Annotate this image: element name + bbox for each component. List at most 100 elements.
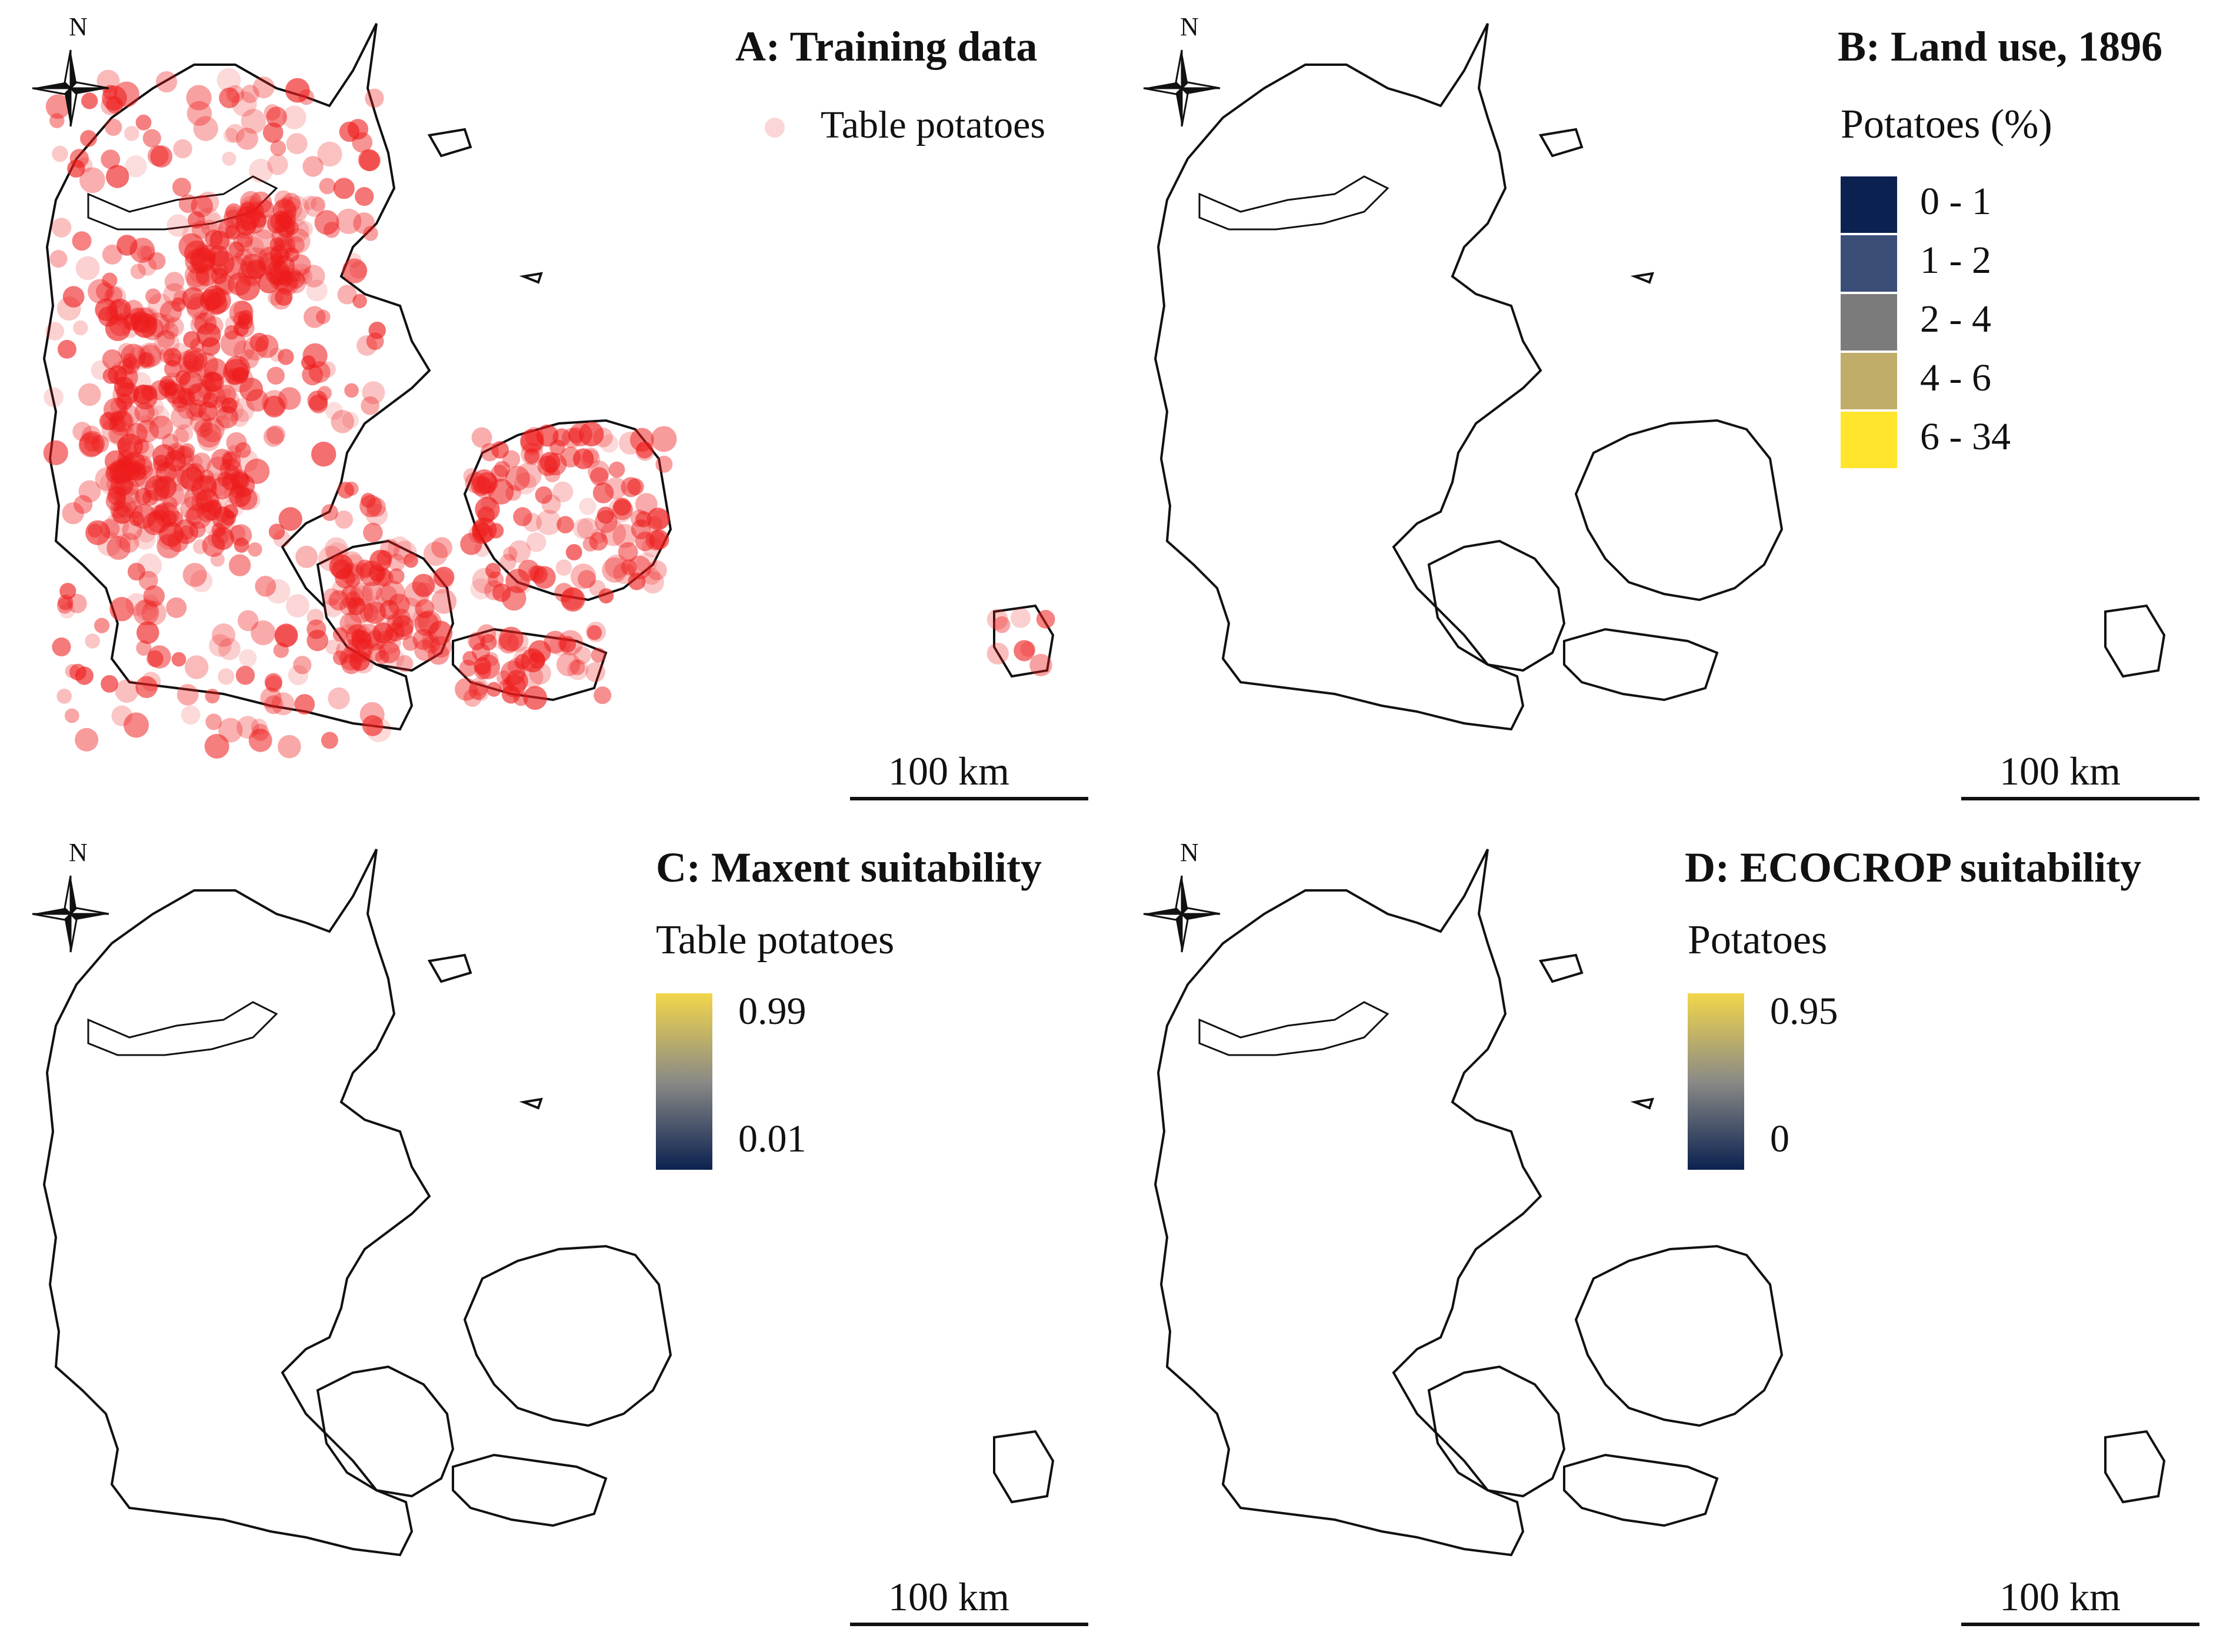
training-point (195, 264, 218, 286)
training-point (635, 531, 655, 552)
training-point (128, 462, 146, 481)
training-point (236, 128, 258, 150)
training-point (62, 502, 84, 525)
training-point (396, 597, 422, 623)
training-point (480, 633, 497, 651)
training-point (469, 635, 485, 651)
training-point (505, 670, 528, 693)
training-point (240, 253, 266, 280)
training-point (391, 615, 414, 638)
training-point (235, 666, 255, 685)
legend-label-6-34: 6 - 34 (1920, 415, 2011, 458)
training-point (328, 590, 349, 610)
training-point (332, 580, 348, 596)
training-point (45, 322, 65, 341)
north-label-a: N (69, 12, 88, 41)
training-point (332, 627, 348, 642)
training-point (572, 518, 594, 539)
training-point (182, 563, 207, 588)
training-point (559, 636, 576, 653)
training-point (128, 345, 153, 370)
training-point (296, 268, 313, 285)
training-point (520, 429, 544, 453)
training-point (491, 441, 509, 459)
training-point (627, 555, 652, 580)
legend-swatch-1-2 (1841, 235, 1897, 292)
training-point (537, 455, 558, 476)
training-point (516, 462, 542, 488)
legend-label-2-4: 2 - 4 (1920, 298, 1991, 341)
training-point (104, 285, 126, 308)
training-point (646, 508, 670, 530)
training-point (474, 541, 490, 558)
training-point (81, 92, 98, 109)
training-point (127, 562, 146, 581)
training-point (59, 602, 75, 619)
training-point (376, 629, 401, 655)
training-point (344, 610, 366, 632)
training-point (1036, 610, 1055, 629)
training-point (266, 366, 285, 385)
training-point (186, 101, 212, 126)
training-point (595, 510, 618, 533)
training-point (150, 145, 172, 168)
training-point (125, 155, 147, 178)
training-point (125, 593, 149, 616)
scalebar-d (1961, 1623, 2199, 1626)
training-point (137, 553, 162, 578)
training-point (184, 240, 210, 266)
training-point (136, 415, 155, 433)
training-point (570, 563, 596, 589)
training-point (143, 594, 159, 610)
training-point (278, 349, 294, 365)
training-point (164, 317, 184, 337)
training-point (202, 371, 222, 392)
training-point (501, 586, 526, 611)
training-point (185, 655, 209, 679)
training-point (216, 68, 241, 92)
training-point (218, 668, 235, 685)
scalebar-a (850, 797, 1088, 800)
training-point (274, 623, 298, 648)
training-point (222, 452, 241, 471)
training-point (239, 378, 264, 402)
training-point (630, 428, 654, 452)
legend-title-c: Table potatoes (656, 917, 895, 963)
training-point (471, 427, 492, 448)
training-point (565, 544, 582, 560)
training-point (376, 550, 392, 566)
training-point (266, 425, 285, 445)
training-point (43, 440, 68, 466)
training-point (423, 542, 448, 566)
training-point (352, 293, 367, 309)
training-point (219, 87, 240, 108)
training-point (573, 646, 592, 665)
training-point (72, 422, 92, 442)
training-point (271, 692, 295, 716)
training-point (281, 192, 301, 212)
training-point (592, 482, 614, 503)
training-point (302, 195, 317, 211)
training-point (431, 589, 456, 614)
training-point (169, 484, 191, 505)
training-point (355, 187, 374, 206)
training-point (49, 113, 65, 128)
training-point (263, 395, 285, 418)
training-point (124, 126, 139, 141)
training-point (141, 672, 161, 692)
legend-gradient-c (656, 993, 712, 1170)
legend-max-d: 0.95 (1770, 990, 1838, 1033)
training-point (261, 390, 288, 416)
training-point (209, 634, 232, 657)
panel-c: N C: Maxent suitability Table potatoes 0… (0, 826, 1111, 1651)
legend-title-b: Potatoes (%) (1841, 102, 2052, 147)
training-point (430, 636, 452, 658)
training-point (205, 294, 227, 316)
training-point (52, 637, 71, 657)
training-point (232, 366, 249, 383)
training-point (143, 585, 165, 607)
training-point (344, 643, 360, 659)
training-point (62, 286, 85, 308)
training-point (111, 411, 133, 432)
training-point (67, 593, 87, 613)
